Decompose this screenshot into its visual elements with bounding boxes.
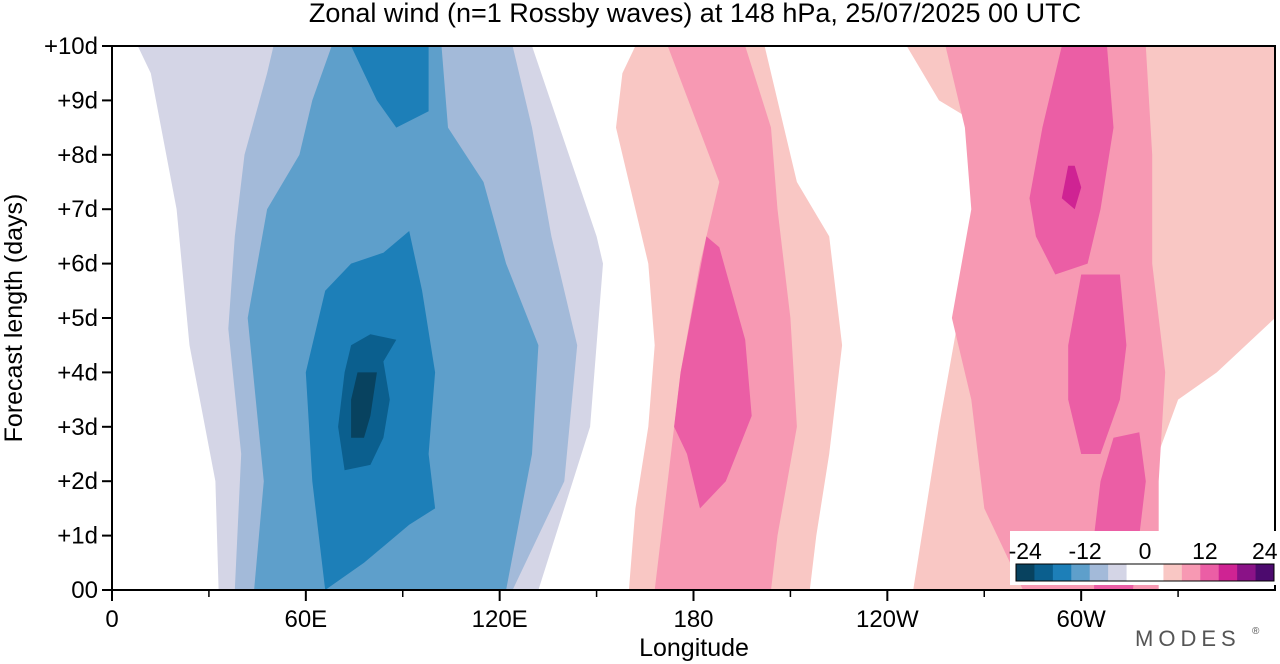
- colorbar-swatch-8: [1163, 564, 1183, 581]
- colorbar-swatch-7: [1145, 564, 1164, 581]
- x-tick-label-180: 180: [673, 606, 713, 633]
- colorbar-swatch-11: [1218, 564, 1238, 581]
- colorbar-label--24: -24: [1009, 538, 1042, 564]
- x-tick-label-0: 0: [105, 606, 118, 633]
- x-tick-label-240: 120W: [856, 606, 919, 633]
- colorbar-swatch-3: [1071, 564, 1091, 581]
- colorbar-label-24: 24: [1252, 538, 1278, 564]
- y-tick-label-2: +2d: [57, 468, 98, 495]
- contour-region-16-11: [674, 236, 752, 509]
- y-tick-label-1: +1d: [57, 523, 98, 550]
- colorbar-swatch-2: [1052, 564, 1072, 581]
- brand-mark: ®: [1252, 626, 1260, 637]
- colorbar-swatch-10: [1200, 564, 1220, 581]
- colorbar-swatch-13: [1255, 564, 1275, 581]
- contour-region--24-6: [351, 372, 377, 438]
- colorbar-swatch-9: [1181, 564, 1201, 581]
- colorbar-legend: -24 -12 0 12 24: [1009, 531, 1278, 585]
- colorbar-frame: [1015, 563, 1275, 582]
- contour-region--16-3: [351, 46, 429, 128]
- y-tick-label-6: +6d: [57, 251, 98, 278]
- brand-text: MODES: [1135, 626, 1241, 651]
- x-tick-label-300: 60W: [1056, 606, 1106, 633]
- y-axis: 00 +1d +2d +3d +4d +5d +6d +7d +8d +9d +10d: [44, 33, 112, 604]
- y-tick-label-0: 00: [71, 577, 98, 604]
- colorbar-label-12: 12: [1192, 538, 1218, 564]
- colorbar-label--12: -12: [1068, 538, 1101, 564]
- y-tick-label-4: +4d: [57, 359, 98, 386]
- colorbar-label-0: 0: [1139, 538, 1152, 564]
- x-tick-label-120: 120E: [472, 606, 528, 633]
- y-axis-label: Forecast length (days): [0, 194, 28, 443]
- colorbar-swatch-4: [1089, 564, 1109, 581]
- x-axis-label: Longitude: [639, 634, 749, 662]
- colorbar-swatch-1: [1034, 564, 1054, 581]
- y-tick-label-10: +10d: [44, 33, 98, 60]
- chart-title: Zonal wind (n=1 Rossby waves) at 148 hPa…: [309, 0, 1081, 28]
- colorbar-swatch-6: [1126, 564, 1146, 581]
- y-tick-label-7: +7d: [57, 196, 98, 223]
- brand-logo: MODES ®: [1135, 626, 1260, 651]
- x-tick-label-60: 60E: [284, 606, 327, 633]
- contour-layer: [137, 46, 1275, 590]
- colorbar-swatch-12: [1237, 564, 1257, 581]
- x-axis: 0 60E 120E 180 120W 60W: [105, 590, 1179, 633]
- y-tick-label-9: +9d: [57, 87, 98, 114]
- y-tick-label-8: +8d: [57, 142, 98, 169]
- y-tick-label-3: +3d: [57, 414, 98, 441]
- y-tick-label-5: +5d: [57, 305, 98, 332]
- colorbar-swatch-5: [1108, 564, 1128, 581]
- contour-region-16-13: [1068, 274, 1127, 454]
- contour-region-20-15: [1061, 165, 1082, 210]
- contour-region-16-12: [1029, 46, 1114, 275]
- colorbar-swatch-0: [1016, 564, 1035, 581]
